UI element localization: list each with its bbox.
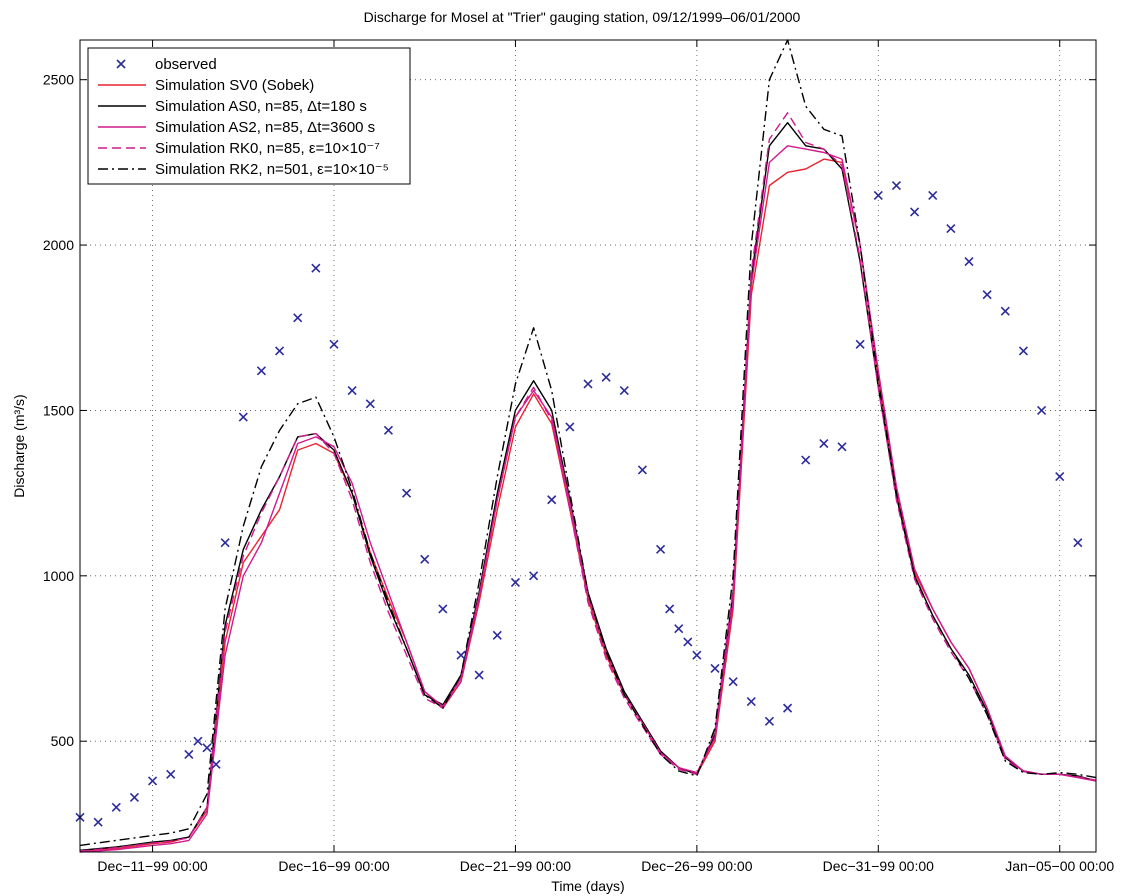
observed-point bbox=[565, 422, 575, 432]
legend-entry: Simulation AS2, n=85, Δt=3600 s bbox=[98, 119, 375, 136]
plot-frame bbox=[79, 39, 1097, 853]
legend-label: Simulation RK2, n=501, ε=10×10⁻⁵ bbox=[155, 161, 389, 178]
legend-label: Simulation AS0, n=85, Δt=180 s bbox=[155, 98, 367, 115]
observed-point bbox=[329, 339, 339, 349]
observed-point bbox=[964, 257, 974, 267]
legend-entry: Simulation RK2, n=501, ε=10×10⁻⁵ bbox=[98, 161, 389, 178]
observed-point bbox=[665, 604, 675, 614]
legend-entry: Simulation AS0, n=85, Δt=180 s bbox=[98, 98, 367, 115]
observed-point bbox=[946, 223, 956, 234]
observed-point bbox=[674, 624, 684, 634]
legend-label: Simulation AS2, n=85, Δt=3600 s bbox=[155, 119, 375, 136]
axis-ticks: 500 1000 1500 2000 2500 Dec−11−99 00:00 Dec−16… bbox=[43, 40, 1114, 874]
x-tick-label: Dec−11−99 00:00 bbox=[97, 858, 207, 874]
observed-point bbox=[420, 554, 430, 564]
legend-label: Simulation RK0, n=85, ε=10×10⁻⁷ bbox=[155, 140, 380, 157]
y-tick-label: 2000 bbox=[43, 237, 74, 253]
observed-point bbox=[710, 663, 720, 673]
legend-entry: Simulation RK0, n=85, ε=10×10⁻⁷ bbox=[98, 140, 380, 157]
observed-point bbox=[982, 290, 992, 300]
observed-point bbox=[202, 743, 212, 753]
series-line-simulation-as2-n-85-t-3600-s bbox=[79, 145, 1097, 853]
x-tick-label: Dec−26−99 00:00 bbox=[641, 858, 753, 874]
observed-point bbox=[510, 577, 520, 588]
observed-point bbox=[193, 736, 203, 746]
x-tick-label: Dec−16−99 00:00 bbox=[278, 858, 390, 874]
observed-point bbox=[873, 190, 883, 201]
observed-point bbox=[819, 438, 829, 449]
observed-point bbox=[1055, 472, 1065, 482]
x-axis-label: Time (days) bbox=[551, 878, 624, 894]
y-tick-label: 1000 bbox=[43, 568, 74, 584]
observed-point bbox=[211, 759, 221, 769]
observed-point bbox=[238, 412, 248, 422]
observed-point bbox=[529, 571, 539, 581]
observed-point bbox=[1018, 346, 1028, 356]
observed-point bbox=[910, 207, 920, 217]
observed-point bbox=[474, 670, 484, 680]
observed-point bbox=[365, 399, 375, 409]
observed-point bbox=[683, 637, 693, 647]
observed-point bbox=[256, 366, 266, 376]
observed-point bbox=[619, 386, 629, 396]
y-axis-label: Discharge (m³/s) bbox=[11, 394, 27, 497]
observed-point bbox=[275, 346, 285, 356]
observed-point bbox=[1037, 405, 1047, 416]
observed-point bbox=[220, 538, 230, 548]
legend: observed Simulation SV0 (Sobek) Simulation… bbox=[87, 47, 411, 185]
observed-point bbox=[837, 442, 847, 452]
observed-point bbox=[184, 749, 194, 759]
x-tick-label: Dec−21−99 00:00 bbox=[460, 858, 572, 874]
legend-swatch bbox=[116, 59, 126, 69]
series-line-simulation-as0-n-85-t-180-s bbox=[79, 122, 1097, 851]
observed-point bbox=[129, 792, 139, 802]
observed-point bbox=[311, 263, 321, 273]
observed-point bbox=[728, 677, 738, 687]
observed-point bbox=[1073, 538, 1083, 548]
observed-point bbox=[891, 180, 901, 191]
observed-point bbox=[166, 769, 176, 779]
observed-point bbox=[637, 465, 647, 475]
series-line-simulation-rk0-n-85-10-10 bbox=[79, 112, 1097, 852]
legend-entry: Simulation SV0 (Sobek) bbox=[98, 77, 314, 94]
observed-point bbox=[746, 696, 756, 707]
observed-point bbox=[928, 190, 938, 201]
observed-point bbox=[438, 604, 448, 614]
observed-point bbox=[601, 372, 611, 382]
y-tick-label: 2500 bbox=[43, 72, 74, 88]
observed-point bbox=[656, 544, 666, 554]
observed-point bbox=[383, 425, 393, 435]
legend-label: observed bbox=[155, 56, 217, 73]
observed-point bbox=[456, 650, 466, 660]
observed-point bbox=[783, 703, 793, 713]
y-tick-label: 1500 bbox=[43, 402, 74, 418]
observed-point bbox=[583, 379, 593, 389]
observed-point bbox=[492, 630, 502, 640]
observed-point bbox=[1000, 306, 1010, 316]
observed-point bbox=[764, 716, 774, 726]
observed-point bbox=[855, 339, 865, 349]
observed-point bbox=[293, 313, 303, 323]
legend-box bbox=[87, 47, 411, 185]
observed-point bbox=[402, 488, 412, 498]
observed-point bbox=[347, 386, 357, 396]
legend-label: Simulation SV0 (Sobek) bbox=[155, 77, 314, 94]
observed-point bbox=[111, 802, 121, 812]
observed-point bbox=[692, 650, 702, 660]
series-line-simulation-sv0-sobek bbox=[79, 158, 1097, 851]
series-observed bbox=[75, 180, 1083, 827]
x-tick-label: Jan−05−00 00:00 bbox=[1005, 858, 1114, 874]
x-tick-label: Dec−31−99 00:00 bbox=[823, 858, 935, 874]
chart-title: Discharge for Mosel at "Trier" gauging s… bbox=[364, 9, 801, 25]
observed-point bbox=[547, 495, 557, 505]
observed-point bbox=[148, 776, 158, 786]
observed-point bbox=[801, 455, 811, 465]
legend-entry: observed bbox=[116, 56, 217, 73]
series-layer bbox=[75, 39, 1097, 853]
observed-point bbox=[93, 817, 103, 827]
series-line-simulation-rk2-n-501-10-10 bbox=[79, 39, 1097, 847]
y-tick-label: 500 bbox=[51, 733, 75, 749]
